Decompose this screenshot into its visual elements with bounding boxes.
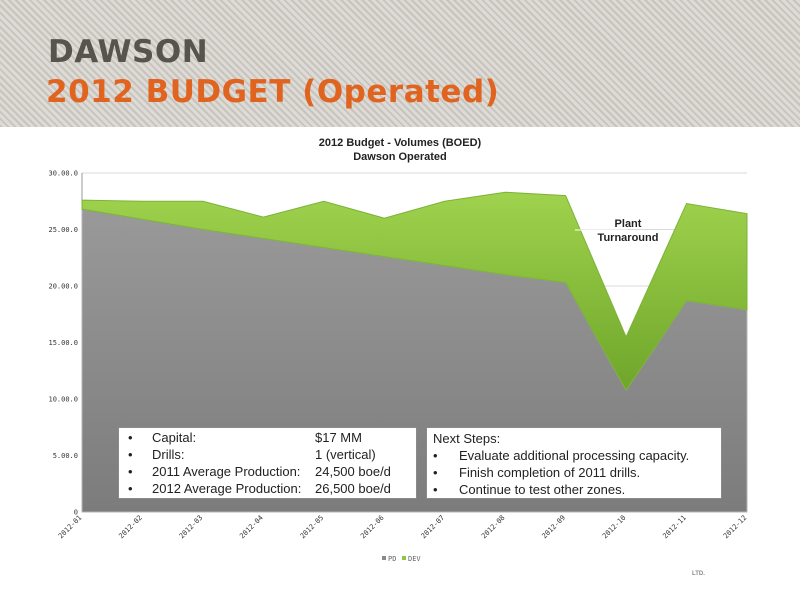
chart-legend: PD DEV bbox=[382, 555, 421, 563]
next-step-text: Finish completion of 2011 drills. bbox=[459, 465, 641, 480]
budget-value: $17 MM bbox=[315, 430, 362, 445]
next-step-item: • Continue to test other zones. bbox=[433, 481, 625, 498]
bullet: • bbox=[128, 447, 133, 462]
x-tick-label: 2012-05 bbox=[299, 514, 326, 541]
budget-label: 2012 Average Production: bbox=[152, 481, 302, 496]
bullet: • bbox=[128, 430, 133, 445]
bullet: • bbox=[433, 465, 438, 480]
bullet: • bbox=[128, 481, 133, 496]
x-tick-label: 2012-06 bbox=[359, 514, 386, 541]
next-steps-heading: Next Steps: bbox=[433, 431, 501, 446]
x-tick-label: 2012-11 bbox=[661, 514, 688, 541]
bullet: • bbox=[433, 482, 438, 497]
budget-label: Drills: bbox=[152, 447, 185, 462]
y-tick-label: 30.00.0 bbox=[48, 170, 78, 178]
y-tick-label: 0 bbox=[74, 509, 78, 517]
next-step-item: • Finish completion of 2011 drills. bbox=[433, 464, 640, 481]
legend-swatch-pd bbox=[382, 556, 386, 560]
x-tick-label: 2012-04 bbox=[238, 514, 265, 541]
annotation-plant: Plant bbox=[615, 218, 642, 230]
y-tick-label: 5.00.0 bbox=[53, 452, 78, 460]
slide-header: DAWSON 2012 BUDGET (Operated) bbox=[0, 0, 800, 127]
budget-label: Capital: bbox=[152, 430, 197, 445]
x-tick-label: 2012-07 bbox=[420, 514, 447, 541]
budget-label: 2011 Average Production: bbox=[152, 464, 301, 479]
y-tick-label: 20.00.0 bbox=[48, 283, 78, 291]
budget-summary-box: • Capital: $17 MM • Drills: 1 (vertical)… bbox=[118, 427, 417, 499]
budget-row-drills: • Drills: 1 (vertical) bbox=[119, 446, 416, 463]
budget-value: 26,500 boe/d bbox=[315, 481, 391, 496]
bullet: • bbox=[128, 464, 133, 479]
x-tick-label: 2012-12 bbox=[722, 514, 749, 541]
budget-value: 1 (vertical) bbox=[315, 447, 376, 462]
company-logo: LTD. bbox=[692, 571, 705, 577]
slide-title-company: DAWSON bbox=[48, 34, 209, 70]
budget-value: 24,500 boe/d bbox=[315, 464, 391, 479]
x-tick-label: 2012-09 bbox=[541, 514, 568, 541]
legend-swatch-dev bbox=[402, 556, 406, 560]
next-steps-box: Next Steps: • Evaluate additional proces… bbox=[426, 427, 722, 499]
legend-label-pd: PD bbox=[388, 555, 396, 563]
legend-label-dev: DEV bbox=[408, 555, 421, 563]
next-step-item: • Evaluate additional processing capacit… bbox=[433, 447, 689, 464]
area-series-dev bbox=[81, 191, 748, 391]
budget-row-2012-production: • 2012 Average Production: 26,500 boe/d bbox=[119, 480, 416, 497]
chart-subtitle: Dawson Operated bbox=[353, 151, 447, 163]
chart-title: 2012 Budget - Volumes (BOED) bbox=[319, 137, 482, 149]
budget-row-2011-production: • 2011 Average Production: 24,500 boe/d bbox=[119, 463, 416, 480]
x-tick-label: 2012-02 bbox=[117, 514, 144, 541]
y-tick-label: 15.00.0 bbox=[48, 339, 78, 347]
y-tick-label: 10.00.0 bbox=[48, 396, 78, 404]
x-tick-label: 2012-03 bbox=[178, 514, 205, 541]
annotation-turnaround: Turnaround bbox=[598, 232, 659, 244]
slide-title-budget: 2012 BUDGET (Operated) bbox=[46, 74, 500, 110]
next-step-text: Evaluate additional processing capacity. bbox=[459, 448, 690, 463]
y-tick-label: 25.00.0 bbox=[48, 226, 78, 234]
x-tick-label: 2012-10 bbox=[601, 514, 628, 541]
x-tick-label: 2012-01 bbox=[57, 514, 84, 541]
budget-row-capital: • Capital: $17 MM bbox=[119, 429, 416, 446]
next-step-text: Continue to test other zones. bbox=[459, 482, 626, 497]
bullet: • bbox=[433, 448, 438, 463]
x-tick-label: 2012-08 bbox=[480, 514, 507, 541]
